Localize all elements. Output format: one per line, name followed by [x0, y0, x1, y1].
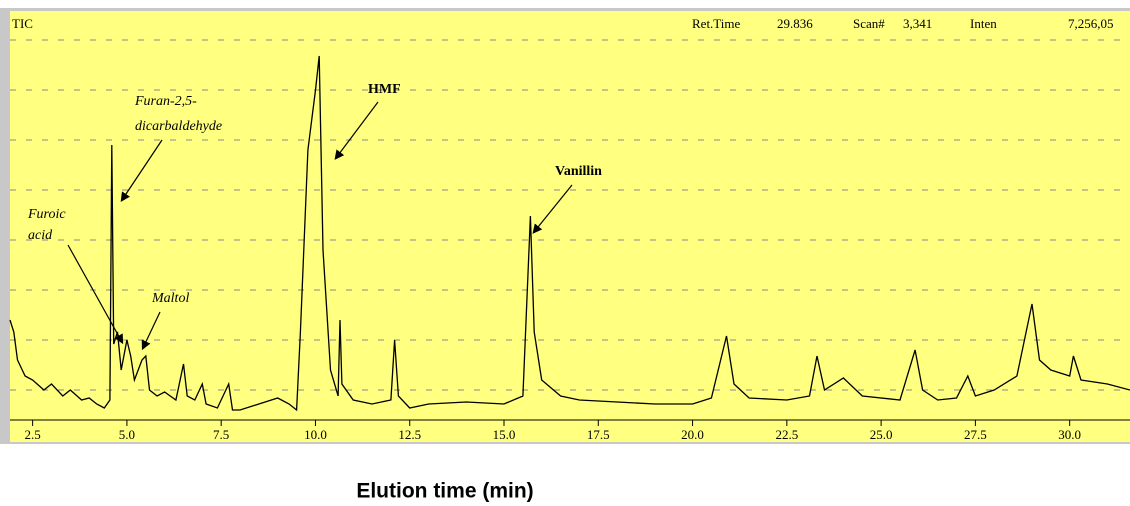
header: TIC Ret.Time 29.836 Scan# 3,341 Inten 7,…: [12, 16, 1114, 31]
header-text: Inten: [970, 16, 997, 31]
x-tick-label: 5.0: [119, 427, 135, 442]
annotation: dicarbaldehyde: [135, 119, 222, 134]
annotation: Maltol: [151, 291, 189, 306]
annotations: Furan-2,5- dicarbaldehyde HMF Vanillin F…: [27, 82, 602, 351]
x-tick-label: 20.0: [681, 427, 704, 442]
arrow: [334, 101, 379, 160]
annotation: acid: [28, 228, 53, 243]
header-text: Ret.Time: [692, 16, 741, 31]
x-tick-label: 15.0: [493, 427, 516, 442]
x-tick-label: 22.5: [775, 427, 798, 442]
header-text: Scan#: [853, 16, 885, 31]
x-tick-label: 27.5: [964, 427, 987, 442]
plot-area: [10, 11, 1130, 442]
header-text: 3,341: [903, 16, 932, 31]
header-text: 7,256,05: [1068, 16, 1114, 31]
annotation: Furan-2,5-: [134, 94, 197, 109]
arrow: [120, 139, 163, 202]
header-text: 29.836: [777, 16, 813, 31]
x-tick-label: 10.0: [304, 427, 327, 442]
annotation: Vanillin: [555, 164, 602, 179]
arrow: [532, 184, 573, 234]
x-axis-title: Elution time (min): [356, 480, 533, 503]
x-tick-label: 25.0: [870, 427, 893, 442]
x-tick-label: 12.5: [398, 427, 421, 442]
x-tick-label: 7.5: [213, 427, 229, 442]
header-text: TIC: [12, 16, 33, 31]
annotation: HMF: [368, 82, 401, 97]
annotation: Furoic: [27, 207, 66, 222]
x-tick-label: 30.0: [1058, 427, 1081, 442]
x-tick-label: 2.5: [25, 427, 41, 442]
trace: [9, 55, 1130, 412]
grid: [10, 39, 1130, 391]
arrow: [141, 311, 161, 351]
x-tick-label: 17.5: [587, 427, 610, 442]
